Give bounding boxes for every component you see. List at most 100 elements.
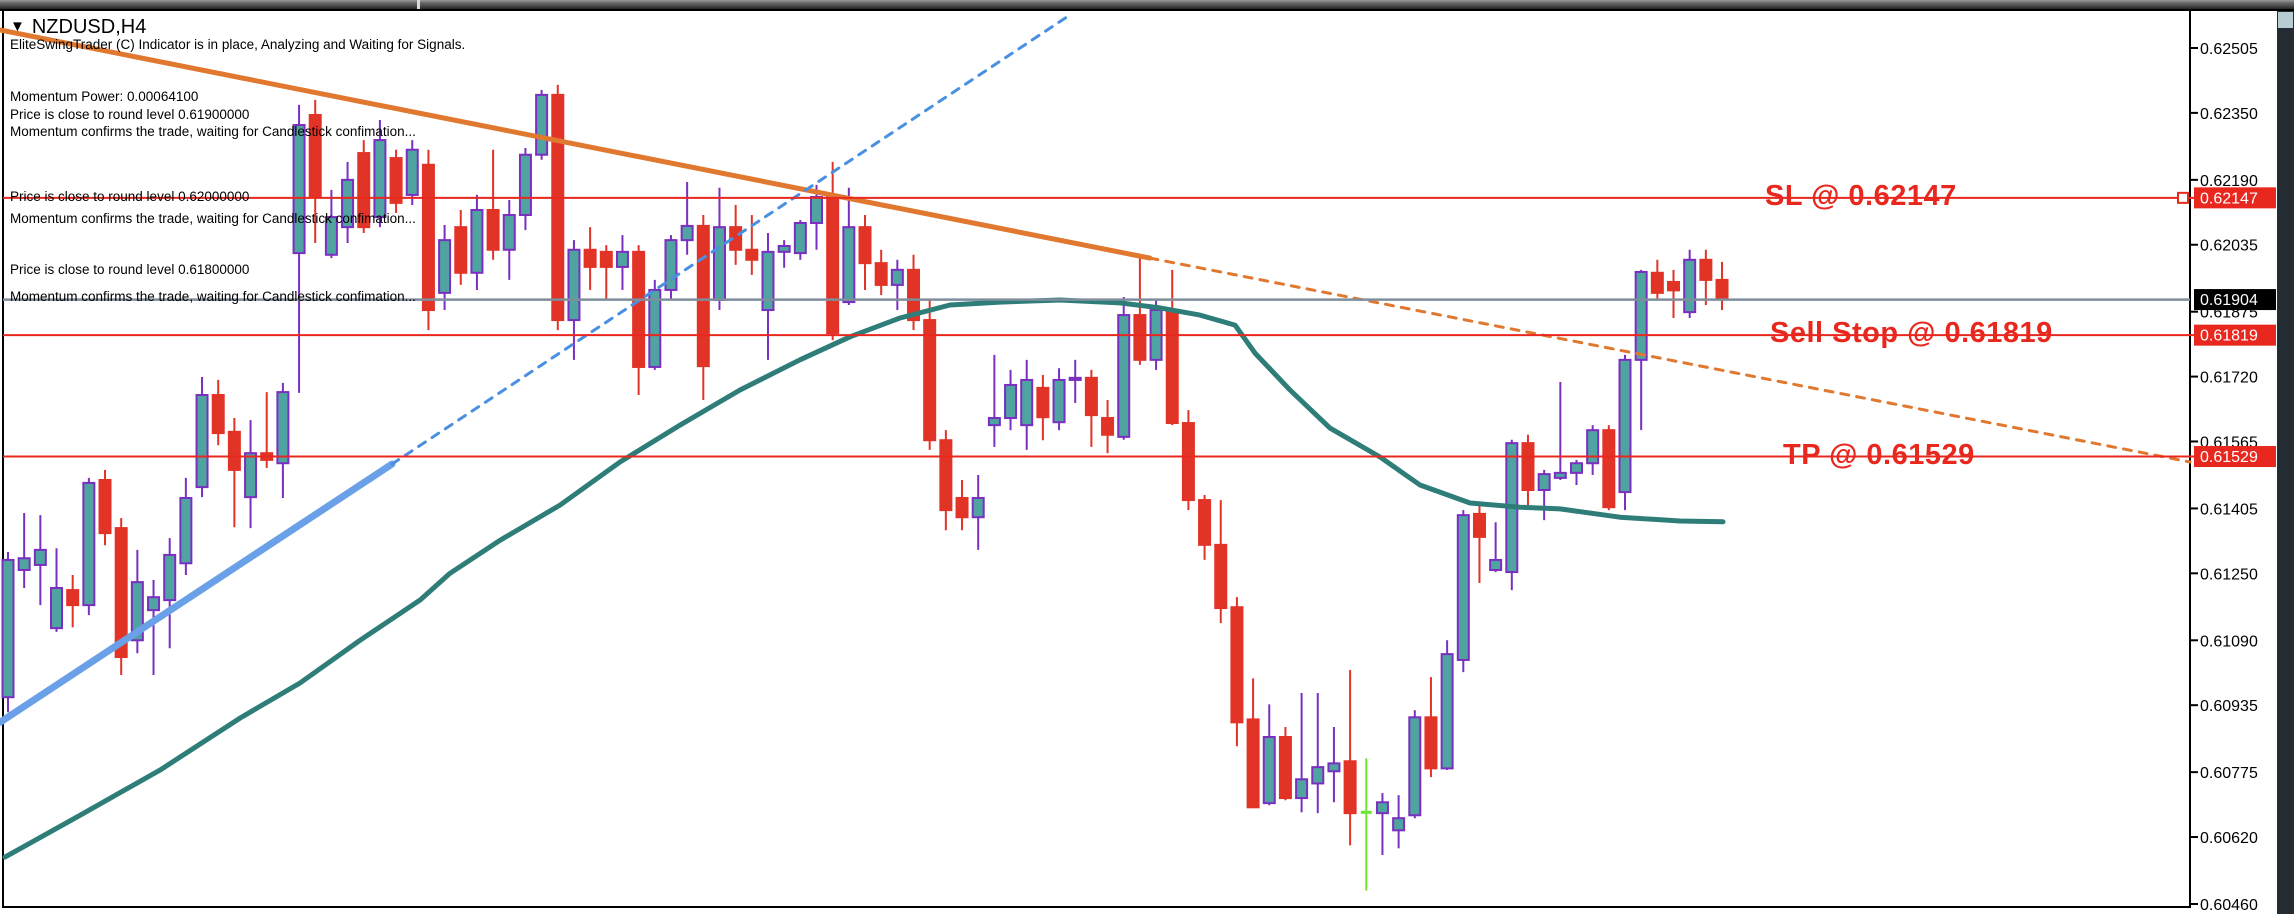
- axis-tick-label[interactable]: 0.60460: [2200, 897, 2258, 914]
- bear-candle-body: [551, 93, 565, 322]
- bear-candle-body: [357, 152, 371, 229]
- bull-candle-body: [1, 558, 15, 699]
- bull-candle-body: [130, 581, 144, 642]
- bear-candle-body: [1715, 278, 1729, 301]
- bear-candle-body: [1230, 606, 1244, 724]
- bear-candle-body: [1521, 442, 1535, 492]
- bull-candle-body: [777, 244, 791, 253]
- chevron-down-icon: ▼: [10, 18, 25, 35]
- axis-tick-label[interactable]: 0.62505: [2200, 41, 2258, 58]
- bull-candle-body: [1295, 778, 1309, 800]
- bull-candle-body: [810, 196, 823, 224]
- moving-average-line: [2, 297, 1726, 860]
- bear-candle-body: [923, 319, 937, 442]
- bear-candle-body: [1101, 417, 1115, 436]
- downtrend-solid-trendline[interactable]: [0, 27, 1153, 261]
- bear-candle-body: [632, 250, 646, 368]
- bull-candle-body: [1004, 383, 1018, 420]
- sl-price-box: [2194, 187, 2276, 209]
- bear-candle-body: [1424, 716, 1438, 770]
- bear-candle-body: [939, 439, 953, 512]
- bull-candle-body: [518, 153, 532, 217]
- bear-candle-body: [1278, 735, 1292, 800]
- bear-candle-body: [1602, 429, 1616, 509]
- axis-tick-label[interactable]: 0.62035: [2200, 238, 2258, 255]
- bull-candle-body: [502, 214, 516, 251]
- bear-candle-body: [599, 250, 613, 268]
- bull-candle-body: [890, 268, 904, 286]
- bear-candle-body: [454, 226, 468, 274]
- bull-candle-body: [324, 216, 338, 256]
- uptrend-solid-thick-trendline[interactable]: [0, 460, 396, 726]
- bear-candle-body: [227, 430, 241, 471]
- bull-candle-body: [1553, 471, 1567, 479]
- momentum-confirm-message: Momentum confirms the trade, waiting for…: [10, 211, 416, 226]
- bull-candle-body: [50, 586, 64, 630]
- bear-candle-body: [114, 527, 128, 659]
- axis-tick-label[interactable]: 0.60935: [2200, 698, 2258, 715]
- axis-tick-label[interactable]: 0.61250: [2200, 566, 2258, 583]
- uptrend-dashed-trendline[interactable]: [390, 13, 1072, 466]
- bull-candle-body: [341, 178, 355, 229]
- bear-candle-body: [907, 268, 921, 322]
- axis-tick-label[interactable]: 0.60775: [2200, 765, 2258, 782]
- bull-candle-body: [664, 239, 678, 291]
- bull-candle-body: [1408, 716, 1422, 817]
- bull-candle-body: [147, 596, 161, 612]
- sell-stop-price-box: [2194, 324, 2276, 346]
- sell-stop-label[interactable]: Sell Stop @ 0.61819: [1770, 317, 2053, 350]
- bull-candle-body: [1311, 766, 1325, 785]
- bull-candle-body: [373, 139, 387, 219]
- bull-candle-body: [1456, 514, 1470, 661]
- bull-candle-body: [1683, 258, 1697, 314]
- bear-candle-body: [1343, 760, 1357, 815]
- indicator-status-message: EliteSwingTrader (C) Indicator is in pla…: [10, 37, 466, 52]
- bull-candle-body: [33, 548, 47, 566]
- bear-candle-body: [1198, 499, 1212, 546]
- axis-tick-label[interactable]: 0.60620: [2200, 830, 2258, 847]
- bear-candle-body: [1036, 386, 1050, 419]
- bull-candle-body: [535, 93, 549, 156]
- axis-tick-label[interactable]: 0.61090: [2200, 633, 2258, 650]
- symbol-period-text: NZDUSD,H4: [31, 16, 147, 38]
- bull-candle-body: [405, 148, 419, 196]
- bear-candle-body: [421, 163, 435, 312]
- downtrend-dashed-trendline[interactable]: [1148, 256, 2192, 464]
- stop-loss-label[interactable]: SL @ 0.62147: [1765, 180, 1957, 213]
- bull-candle-body: [987, 417, 1001, 427]
- bull-candle-body: [17, 557, 31, 571]
- bear-candle-body: [696, 224, 710, 368]
- scrollbar-thumb[interactable]: [2278, 12, 2293, 28]
- bull-candle-body: [615, 250, 629, 268]
- round-level-618-message: Price is close to round level 0.61800000: [10, 262, 250, 277]
- tp-price-box-value: 0.61529: [2200, 449, 2258, 466]
- line-selection-handle[interactable]: [2177, 191, 2189, 204]
- right-scroll-strip: [2277, 11, 2294, 914]
- bear-candle-body: [858, 226, 872, 265]
- axis-tick-label[interactable]: 0.61405: [2200, 501, 2258, 518]
- bear-candle-body: [1650, 271, 1664, 294]
- bear-candle-body: [1181, 422, 1195, 502]
- axis-tick-label[interactable]: 0.62190: [2200, 173, 2258, 190]
- bull-candle-body: [1117, 314, 1131, 438]
- bull-candle-body: [842, 226, 856, 304]
- bull-candle-body: [1262, 735, 1276, 805]
- bull-candle-body: [292, 124, 306, 255]
- bear-candle-body: [874, 262, 888, 286]
- bull-candle-body: [1537, 473, 1551, 492]
- bull-candle-body: [1634, 270, 1648, 361]
- sl-price-box-value: 0.62147: [2200, 190, 2258, 207]
- axis-tick-label[interactable]: 0.62350: [2200, 106, 2258, 123]
- bull-candle-body: [276, 391, 290, 465]
- sell-stop-price-box-value: 0.61819: [2200, 328, 2258, 345]
- window-top-bar: [0, 0, 2294, 11]
- take-profit-label[interactable]: TP @ 0.61529: [1783, 438, 1975, 471]
- momentum-power-message: Momentum Power: 0.00064100: [10, 89, 199, 104]
- current-price-box-value: 0.61904: [2200, 292, 2258, 309]
- axis-tick-label[interactable]: 0.61720: [2200, 370, 2258, 387]
- bull-candle-body: [470, 208, 484, 274]
- bull-candle-body: [1327, 762, 1341, 773]
- bear-candle-body: [1472, 512, 1486, 538]
